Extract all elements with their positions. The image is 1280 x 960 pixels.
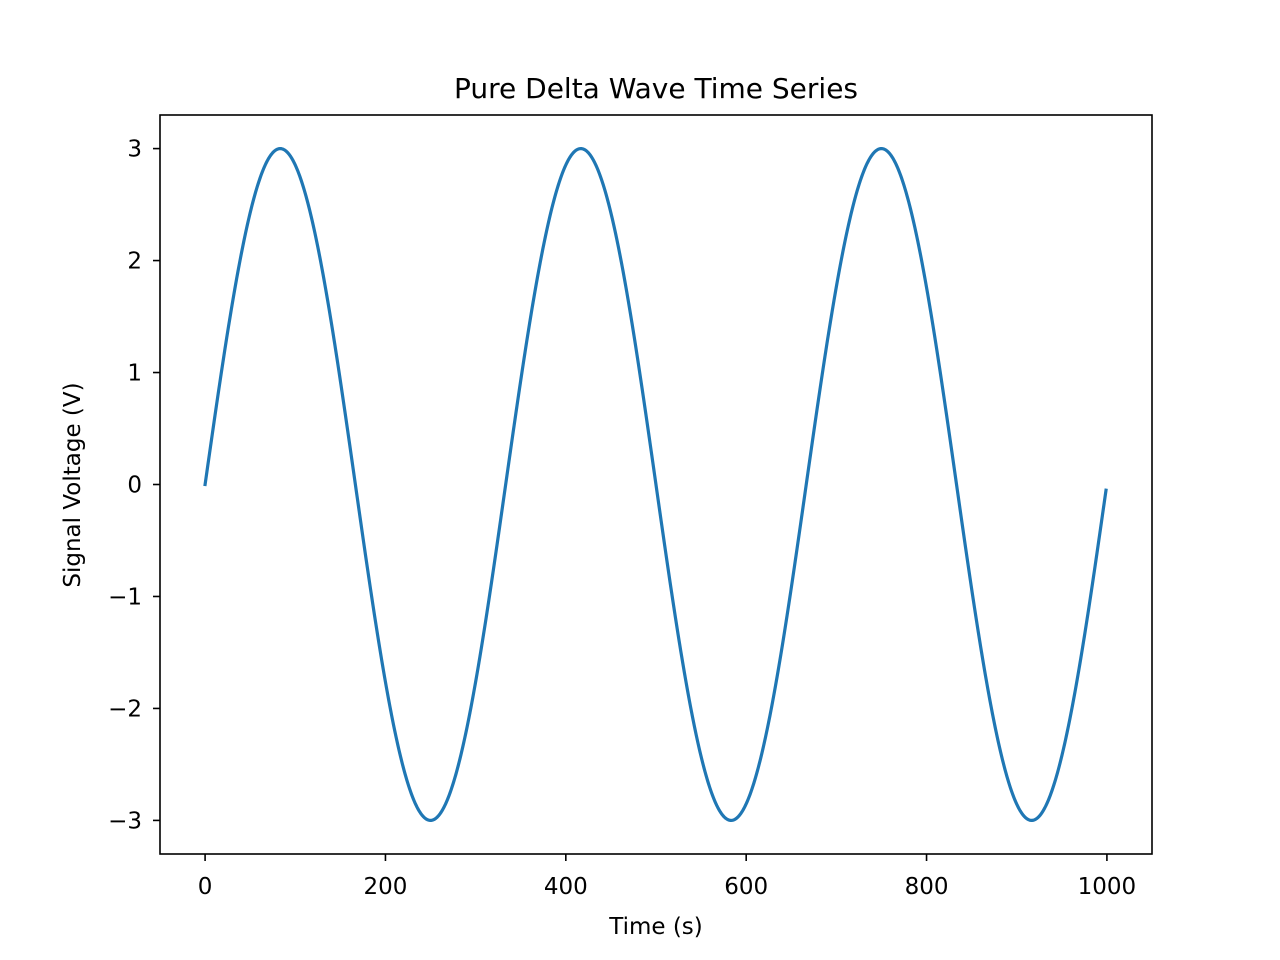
chart-title: Pure Delta Wave Time Series (454, 72, 858, 105)
x-tick-label: 1000 (1078, 874, 1137, 900)
y-tick-label: 3 (127, 137, 142, 163)
series-line-0 (203, 146, 1108, 823)
plot-area (203, 146, 1108, 823)
y-axis: 3 2 1 0 −1 −2 −3 (108, 137, 160, 834)
x-axis: 0 200 400 600 800 1000 (198, 854, 1136, 900)
y-tick-label: 0 (127, 473, 142, 499)
y-tick-label: −3 (108, 808, 142, 834)
y-tick-label: −1 (108, 584, 142, 610)
x-tick-label: 800 (905, 874, 949, 900)
y-axis-label: Signal Voltage (V) (60, 382, 86, 587)
x-tick-label: 400 (544, 874, 588, 900)
y-tick-label: 1 (127, 361, 142, 387)
x-tick-label: 600 (724, 874, 768, 900)
x-tick-label: 0 (198, 874, 213, 900)
x-tick-label: 200 (364, 874, 408, 900)
x-axis-label: Time (s) (608, 914, 703, 940)
y-tick-label: −2 (108, 696, 142, 722)
y-tick-label: 2 (127, 249, 142, 275)
